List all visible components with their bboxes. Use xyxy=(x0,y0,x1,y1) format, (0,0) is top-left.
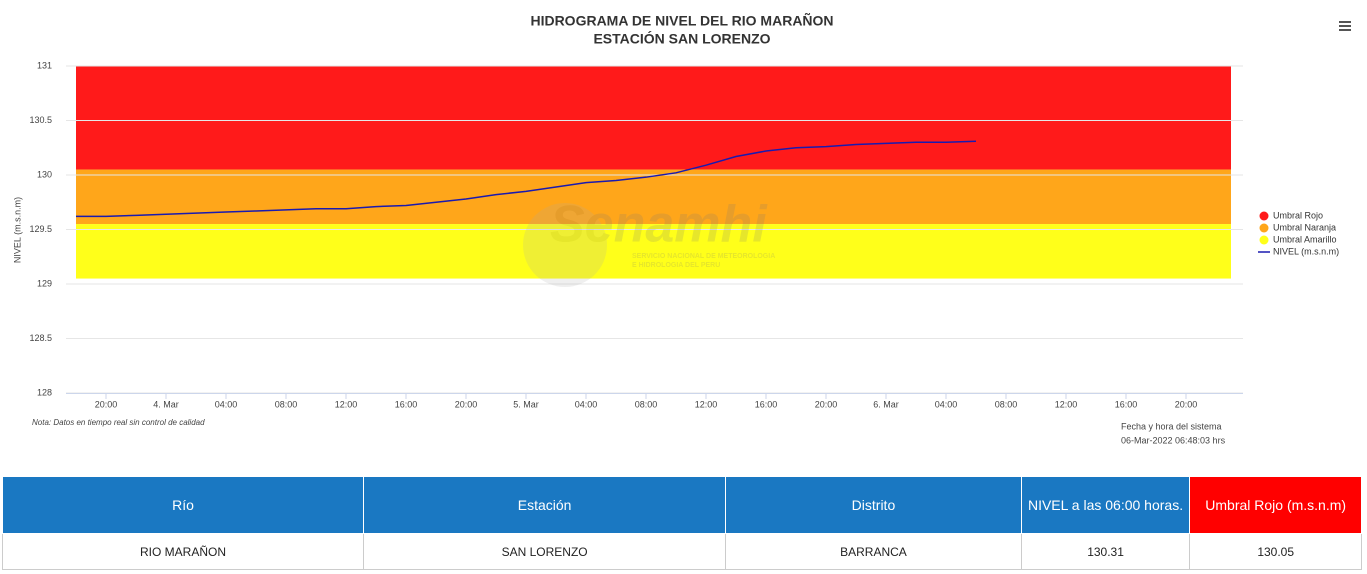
watermark-logo xyxy=(523,203,607,287)
legend-swatch xyxy=(1259,211,1269,221)
menu-bar xyxy=(1339,29,1351,31)
watermark-text: Senamhi xyxy=(550,196,768,254)
watermark-sub: E HIDROLOGIA DEL PERU xyxy=(632,262,720,269)
x-tick-label: 16:00 xyxy=(755,399,778,409)
chart: HIDROGRAMA DE NIVEL DEL RIO MARAÑON ESTA… xyxy=(12,12,1355,445)
header-cell: Umbral Rojo (m.s.n.m) xyxy=(1189,476,1362,534)
legend-swatch xyxy=(1259,223,1269,233)
x-tick-label: 04:00 xyxy=(935,399,958,409)
y-tick-label: 130 xyxy=(37,169,52,179)
y-tick-label: 129 xyxy=(37,278,52,288)
table-cell: SAN LORENZO xyxy=(363,533,727,570)
threshold-band xyxy=(76,66,1231,170)
x-tick-label: 20:00 xyxy=(95,399,118,409)
watermark-sub: SERVICIO NACIONAL DE METEOROLOGIA xyxy=(632,253,775,260)
x-tick-label: 08:00 xyxy=(635,399,658,409)
chart-title: HIDROGRAMA DE NIVEL DEL RIO MARAÑON xyxy=(530,12,833,29)
table-body: RIO MARAÑON SAN LORENZO BARRANCA 130.31 130.… xyxy=(1,533,1362,570)
y-tick-label: 130.5 xyxy=(29,115,52,125)
note: Nota: Datos en tiempo real sin control d… xyxy=(32,418,205,427)
x-tick-label: 4. Mar xyxy=(153,399,179,409)
y-tick-label: 128.5 xyxy=(29,333,52,343)
legend-label: Umbral Rojo xyxy=(1273,210,1323,220)
x-tick-label: 6. Mar xyxy=(873,399,899,409)
x-tick-label: 20:00 xyxy=(455,399,478,409)
station-table: Río Estación Distrito NIVEL a las 06:00 hor… xyxy=(1,476,1362,570)
legend-swatch xyxy=(1259,235,1269,245)
y-tick-label: 128 xyxy=(37,387,52,397)
system-time-label: Fecha y hora del sistema xyxy=(1121,421,1222,431)
x-tick-label: 04:00 xyxy=(215,399,238,409)
x-tick-label: 20:00 xyxy=(1175,399,1198,409)
x-tick-label: 08:00 xyxy=(275,399,298,409)
x-tick-label: 5. Mar xyxy=(513,399,539,409)
table-cell: RIO MARAÑON xyxy=(1,533,365,570)
header-cell: Estación xyxy=(363,476,727,534)
x-tick-label: 12:00 xyxy=(1055,399,1078,409)
x-tick-label: 20:00 xyxy=(815,399,838,409)
chart-subtitle: ESTACIÓN SAN LORENZO xyxy=(593,30,770,47)
x-tick-label: 12:00 xyxy=(335,399,358,409)
legend-label: Umbral Naranja xyxy=(1273,222,1336,232)
y-axis-label: NIVEL (m.s.n.m) xyxy=(12,197,22,263)
header-cell: Distrito xyxy=(725,476,1022,534)
x-tick-label: 08:00 xyxy=(995,399,1018,409)
header-cell: NIVEL a las 06:00 horas. xyxy=(1020,476,1191,534)
y-tick-label: 131 xyxy=(37,60,52,70)
legend-label: NIVEL (m.s.n.m) xyxy=(1273,246,1339,256)
threshold-band xyxy=(76,224,1231,279)
x-tick-label: 16:00 xyxy=(1115,399,1138,409)
table-row: RIO MARAÑON SAN LORENZO BARRANCA 130.31 130.… xyxy=(1,533,1362,570)
y-tick-label: 129.5 xyxy=(29,224,52,234)
menu-bar xyxy=(1339,25,1351,27)
x-tick-label: 12:00 xyxy=(695,399,718,409)
threshold-band xyxy=(76,169,1231,225)
header-row: Río Estación Distrito NIVEL a las 06:00 hor… xyxy=(1,476,1362,534)
table-cell: 130.31 xyxy=(1020,533,1191,570)
legend-label: Umbral Amarillo xyxy=(1273,234,1337,244)
table-cell: 130.05 xyxy=(1189,533,1362,570)
x-tick-label: 16:00 xyxy=(395,399,418,409)
menu-button[interactable] xyxy=(1335,16,1355,36)
menu-bar xyxy=(1339,21,1351,23)
header-cell: Río xyxy=(1,476,365,534)
x-tick-label: 04:00 xyxy=(575,399,598,409)
series-line xyxy=(76,140,977,218)
table-cell: BARRANCA xyxy=(725,533,1022,570)
system-time: 06-Mar-2022 06:48:03 hrs xyxy=(1121,435,1226,445)
